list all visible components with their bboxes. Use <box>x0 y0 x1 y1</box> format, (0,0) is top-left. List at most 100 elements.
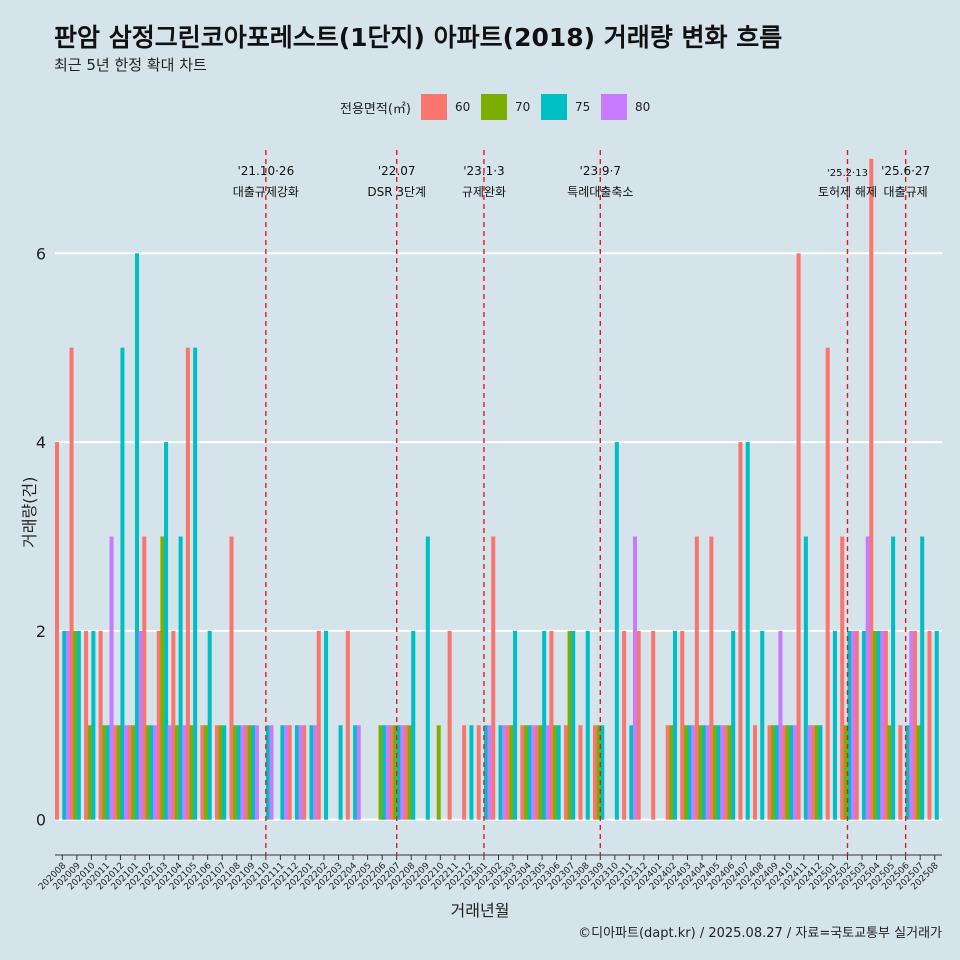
bar-202202-75 <box>324 630 329 820</box>
bar-202108-70 <box>233 725 238 820</box>
bar-202108-80 <box>240 725 245 820</box>
bar-202505-75 <box>891 536 896 820</box>
bar-202402-60 <box>665 725 670 820</box>
bar-202505-60 <box>883 630 888 820</box>
bar-202506-75 <box>905 725 910 820</box>
bar-202208-60 <box>403 725 409 820</box>
bar-202502-70 <box>843 725 848 820</box>
bar-202405-75 <box>716 725 721 820</box>
bar-202204-75 <box>353 725 358 820</box>
bar-202502-60 <box>840 536 845 820</box>
bar-202102-70 <box>145 725 150 820</box>
bar-202306-75 <box>556 725 561 820</box>
y-tick-label-6: 6 <box>36 244 46 263</box>
legend-title: 전용면적(㎡) <box>340 101 411 117</box>
bar-202103-80 <box>167 725 172 820</box>
bar-202508-60 <box>927 630 932 820</box>
bar-202104-75 <box>178 536 183 820</box>
legend-swatch-80 <box>600 94 627 120</box>
event-label-4: 토허제 해제 <box>818 185 877 199</box>
bar-202109-60 <box>244 725 249 820</box>
bar-202107-60 <box>214 725 219 820</box>
bar-202106-60 <box>200 725 205 820</box>
bar-202201-60 <box>302 725 307 820</box>
bar-202009-75 <box>76 630 81 820</box>
y-tick-label-0: 0 <box>36 811 46 830</box>
bar-202504-75 <box>876 630 881 820</box>
y-axis-label-wrap: 거래량(건) <box>16 477 87 572</box>
bar-202404-75 <box>702 725 707 820</box>
bar-202101-75 <box>134 253 140 820</box>
bar-202010-75 <box>91 630 96 820</box>
bar-202508-75 <box>934 630 939 820</box>
bar-202305-75 <box>542 630 547 820</box>
bar-202011-60 <box>98 630 103 820</box>
bar-202008-80 <box>65 630 70 820</box>
bar-202311-80 <box>633 536 638 820</box>
bar-202403-75 <box>687 725 692 820</box>
event-label-2: 규제완화 <box>462 185 506 199</box>
event-label-0: 대출규제강화 <box>233 185 299 199</box>
bar-202403-80 <box>691 725 696 820</box>
bar-202305-60 <box>534 725 539 820</box>
bar-202106-75 <box>207 630 212 820</box>
bar-202201-80 <box>313 725 318 820</box>
bar-202106-70 <box>204 725 209 820</box>
bar-202501-75 <box>832 630 837 820</box>
bar-202103-60 <box>156 630 161 820</box>
bar-202212-75 <box>469 725 474 820</box>
bar-202407-60 <box>738 442 743 820</box>
bar-202404-70 <box>698 725 703 820</box>
source-caption: ©디아파트(dapt.kr) / 2025.08.27 / 자료=국토교통부 실… <box>578 926 942 941</box>
bar-202010-60 <box>84 630 89 820</box>
bar-202503-80 <box>865 536 870 820</box>
bar-202305-80 <box>545 725 550 820</box>
bar-202104-80 <box>182 725 187 820</box>
bar-202302-75 <box>498 725 503 820</box>
bar-202401-60 <box>651 630 656 820</box>
bar-202108-60 <box>229 536 234 820</box>
bar-202410-80 <box>792 725 797 820</box>
bar-202206-70 <box>378 725 383 820</box>
bar-202111-75 <box>280 725 285 820</box>
bar-202010-70 <box>87 725 92 820</box>
bar-202409-75 <box>774 725 779 820</box>
bar-202412-70 <box>814 725 819 820</box>
legend-item-70: 70 <box>480 94 537 120</box>
chart-subtitle: 최근 5년 한정 확대 차트 <box>54 56 207 74</box>
bar-202301-60 <box>476 725 481 820</box>
bar-202502-75 <box>847 630 852 820</box>
bar-202408-60 <box>752 725 758 820</box>
bar-202112-80 <box>298 725 303 820</box>
legend-item-75: 75 <box>540 94 597 120</box>
bar-202403-70 <box>683 725 688 820</box>
bar-202406-75 <box>731 630 736 820</box>
bar-202009-60 <box>69 347 74 820</box>
bar-202411-60 <box>796 253 801 820</box>
bar-202503-60 <box>854 630 859 820</box>
bar-202309-75 <box>600 725 605 820</box>
bar-202212-60 <box>462 725 467 820</box>
legend-swatch-70 <box>480 94 507 120</box>
bar-202105-75 <box>193 347 198 820</box>
bar-202507-70 <box>916 725 921 820</box>
bar-202306-60 <box>549 630 554 820</box>
bar-202503-75 <box>862 630 867 820</box>
bar-202303-60 <box>505 725 510 820</box>
bar-202012-60 <box>113 725 118 820</box>
bar-202308-60 <box>578 725 583 820</box>
event-date-2: '23.1·3 <box>463 164 504 178</box>
bar-202307-70 <box>567 630 572 820</box>
bar-202109-70 <box>247 725 252 820</box>
bar-202204-60 <box>345 630 350 820</box>
bar-202305-70 <box>538 725 543 820</box>
bar-202301-80 <box>487 725 492 820</box>
chart-title: 판암 삼정그린코아포레스트(1단지) 아파트(2018) 거래량 변화 흐름 <box>54 23 783 52</box>
bar-202011-75 <box>105 725 110 820</box>
bar-202402-75 <box>672 630 678 820</box>
bar-202201-75 <box>309 725 314 820</box>
bar-202105-70 <box>189 725 194 820</box>
bar-202112-75 <box>294 725 299 820</box>
bar-202409-70 <box>771 725 776 820</box>
